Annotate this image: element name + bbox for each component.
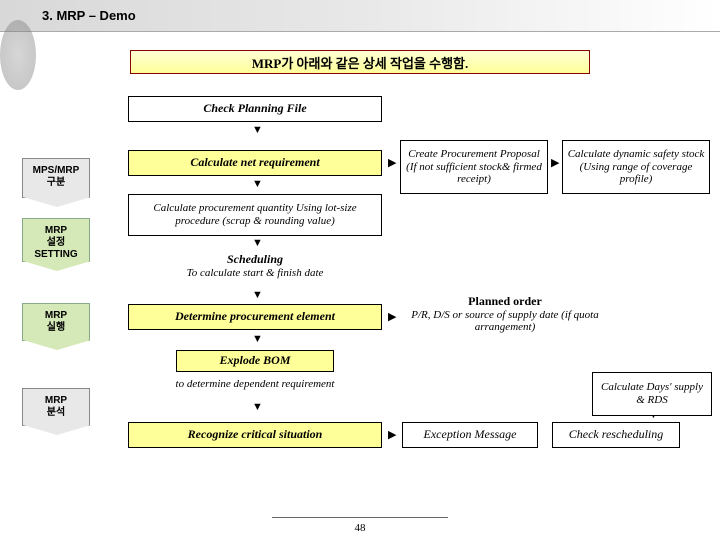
box-text: Calculate procurement quantity Using lot… (133, 202, 377, 227)
side-label: MRP 분석 (45, 395, 67, 418)
box-title: Scheduling (128, 252, 382, 267)
box-text: Calculate Days' supply & RDS (597, 381, 707, 406)
box-text: Calculate dynamic safety stock (Using ra… (567, 148, 705, 186)
box-check-reschedule: Check rescheduling (552, 422, 680, 448)
box-text: Check rescheduling (569, 428, 664, 442)
box-planned-order: Planned order P/R, D/S or source of supp… (400, 294, 610, 352)
side-step-2: MRP 설정 SETTING (22, 218, 90, 262)
box-determine-element: Determine procurement element (128, 304, 382, 330)
box-dynamic-stock: Calculate dynamic safety stock (Using ra… (562, 140, 710, 194)
box-text: to determine dependent requirement (176, 378, 335, 390)
side-label: MRP 실행 (45, 310, 67, 333)
arrow-down-icon: ▼ (252, 179, 263, 190)
arrow-down-icon: ▼ (252, 334, 263, 345)
side-step-1: MPS/MRP 구분 (22, 158, 90, 198)
arrow-right-icon: ▶ (388, 312, 396, 323)
side-label: MPS/MRP 구분 (33, 165, 80, 188)
arrow-down-icon: ▼ (252, 238, 263, 249)
side-label: MRP 설정 SETTING (34, 225, 77, 260)
box-subtitle: P/R, D/S or source of supply date (if qu… (400, 309, 610, 333)
title-banner: MRP가 아래와 같은 상세 작업을 수행함. (130, 50, 590, 74)
box-days-supply: Calculate Days' supply & RDS (592, 372, 712, 416)
box-text: Explode BOM (219, 354, 290, 368)
arrow-right-icon: ▶ (388, 158, 396, 169)
header-bar: 3. MRP – Demo (0, 0, 720, 32)
side-step-4: MRP 분석 (22, 388, 90, 426)
box-proc-qty: Calculate procurement quantity Using lot… (128, 194, 382, 236)
header-decoration (0, 20, 36, 90)
box-create-proposal: Create Procurement Proposal (If not suff… (400, 140, 548, 194)
arrow-right-icon: ▶ (551, 158, 559, 169)
box-text: Calculate net requirement (190, 156, 319, 170)
box-exception-msg: Exception Message (402, 422, 538, 448)
box-dependent-req: to determine dependent requirement (128, 378, 382, 396)
footer-rule (272, 517, 448, 518)
header-title: 3. MRP – Demo (42, 8, 136, 23)
box-title: Planned order (400, 294, 610, 309)
title-text: MRP가 아래와 같은 상세 작업을 수행함. (252, 53, 469, 72)
box-scheduling: Scheduling To calculate start & finish d… (128, 252, 382, 288)
arrow-down-icon: ▼ (252, 402, 263, 413)
diagram-area: MPS/MRP 구분 MRP 설정 SETTING MRP 실행 MRP 분석 … (0, 88, 720, 528)
box-recognize-critical: Recognize critical situation (128, 422, 382, 448)
arrow-down-icon: ▼ (252, 290, 263, 301)
page-number: 48 (0, 522, 720, 534)
box-text: Recognize critical situation (188, 428, 323, 442)
box-explode-bom: Explode BOM (176, 350, 334, 372)
side-step-3: MRP 실행 (22, 303, 90, 341)
box-text: Create Procurement Proposal (If not suff… (405, 148, 543, 186)
box-text: Determine procurement element (175, 310, 335, 324)
box-calc-net-req: Calculate net requirement (128, 150, 382, 176)
box-text: Exception Message (424, 428, 517, 442)
box-subtitle: To calculate start & finish date (128, 267, 382, 279)
arrow-down-icon: ▼ (252, 125, 263, 136)
arrow-right-icon: ▶ (388, 430, 396, 441)
box-check-planning: Check Planning File (128, 96, 382, 122)
box-text: Check Planning File (203, 102, 306, 116)
